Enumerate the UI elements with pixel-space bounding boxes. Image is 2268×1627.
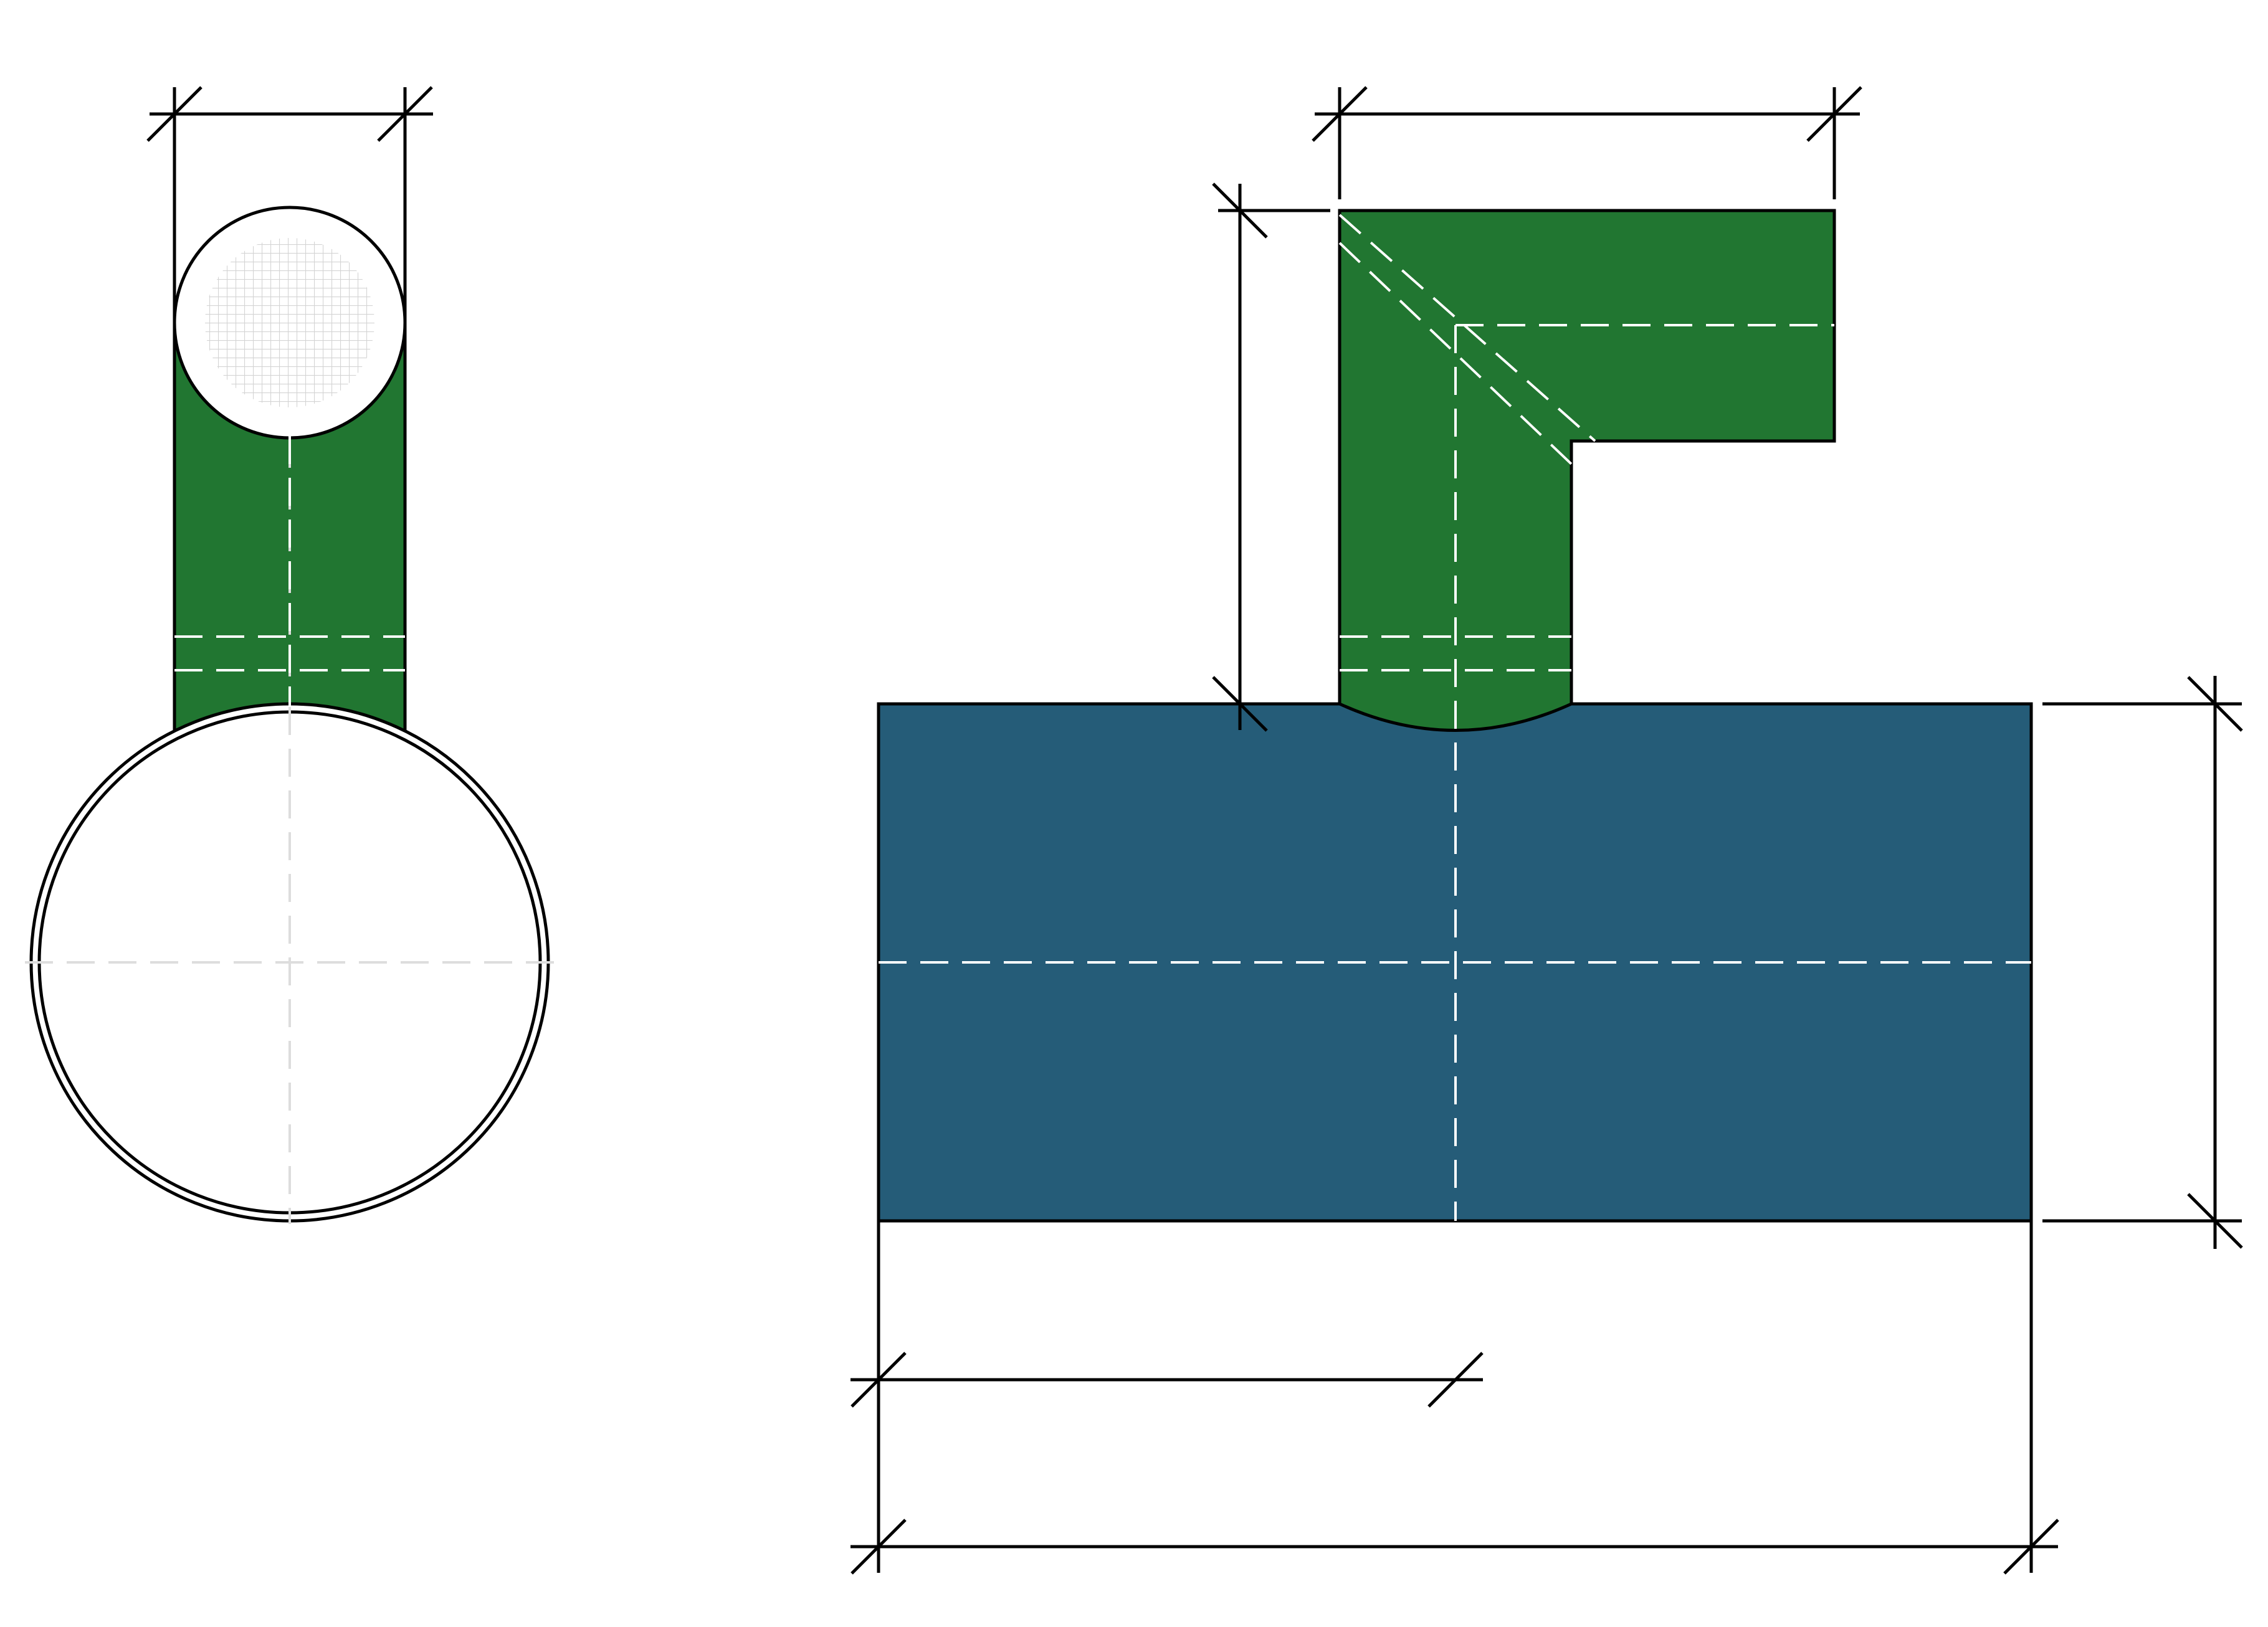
front-centerlines bbox=[879, 214, 2031, 1221]
dimension-front-branch-length bbox=[1312, 86, 1862, 199]
branch-end-circle bbox=[173, 206, 407, 440]
front-view bbox=[850, 86, 2243, 1575]
dimension-front-branch-position bbox=[850, 1221, 2033, 1573]
dimension-front-branch-height bbox=[1212, 183, 1330, 732]
dimension-front-pipe-height bbox=[2042, 676, 2243, 1249]
side-centerlines bbox=[25, 436, 555, 1224]
dimension-front-pipe-length bbox=[850, 1519, 2059, 1575]
branch-elbow bbox=[1338, 209, 1836, 732]
side-view bbox=[25, 86, 555, 1224]
mesh-insert bbox=[205, 238, 374, 407]
dimension-side-branch-width bbox=[146, 86, 433, 323]
